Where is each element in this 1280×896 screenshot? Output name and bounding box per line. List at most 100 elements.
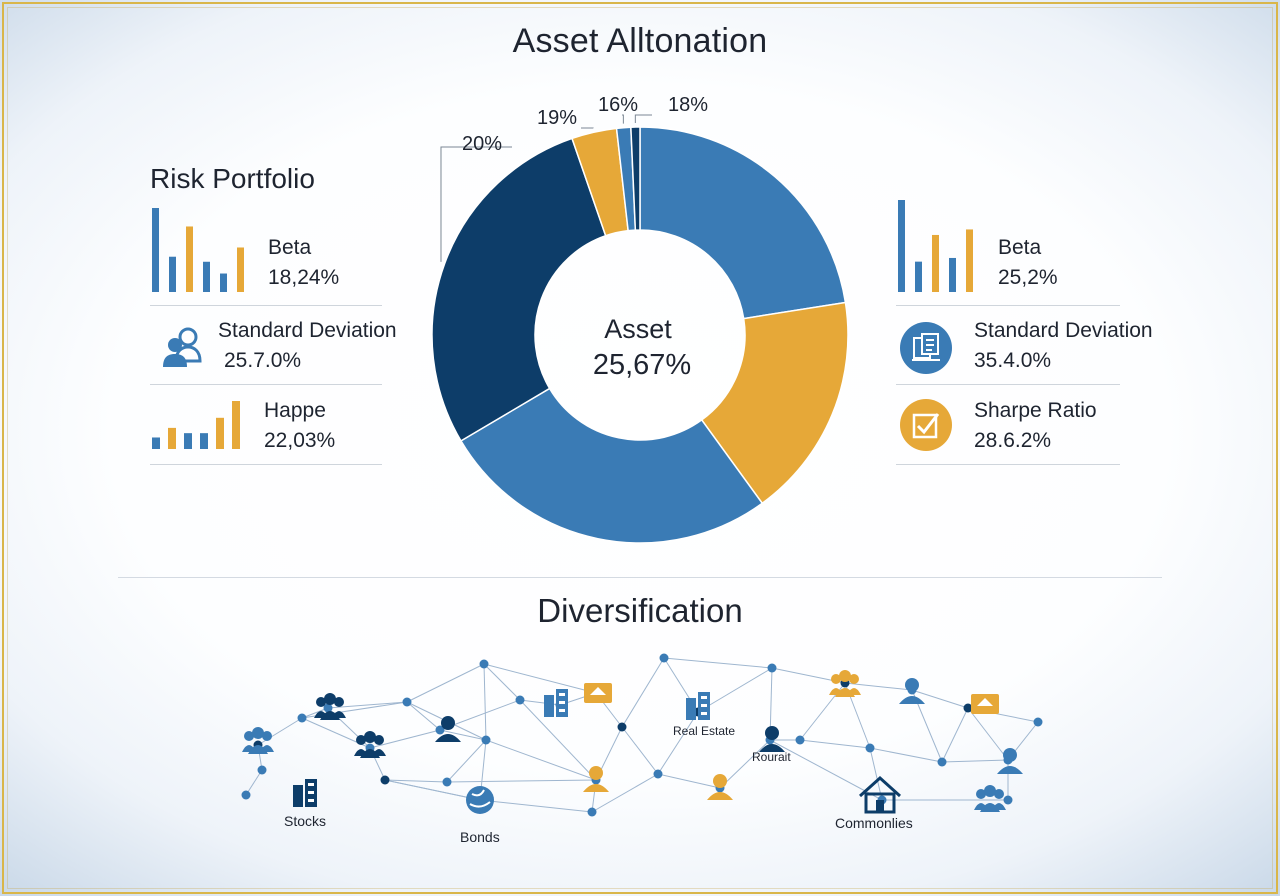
network-link xyxy=(483,663,521,701)
network-node xyxy=(297,713,307,723)
bar-chart-icon xyxy=(898,200,973,292)
network-link xyxy=(869,747,883,801)
mini-bar xyxy=(232,401,240,449)
slice-label-4: 20% xyxy=(462,133,502,155)
network-link xyxy=(446,739,487,783)
network-link xyxy=(869,747,943,763)
network-node xyxy=(402,697,412,707)
person-icon xyxy=(759,726,785,752)
mini-bar xyxy=(949,257,956,292)
network-link xyxy=(446,779,597,783)
people-icon xyxy=(974,785,1006,812)
rourait-label: Rourait xyxy=(752,750,791,764)
rising-bars-icon xyxy=(152,401,240,449)
box-icon xyxy=(971,694,999,714)
mini-bar xyxy=(200,433,208,449)
network-node xyxy=(1003,795,1013,805)
network-link xyxy=(327,701,408,709)
mini-bar xyxy=(169,256,176,292)
network-node xyxy=(653,769,663,779)
right-metric-sharpe-ratio: Sharpe Ratio 28.6.2% xyxy=(896,385,1120,465)
mini-bar xyxy=(220,273,227,292)
mini-bar xyxy=(966,229,973,292)
network-link xyxy=(719,739,771,789)
person-icon xyxy=(707,774,733,800)
metric-label: Standard Deviation xyxy=(218,319,397,342)
slice-label-1: 18% xyxy=(668,94,708,116)
network-link xyxy=(406,663,485,703)
metric-label: Happe xyxy=(264,399,326,422)
mini-bar xyxy=(898,200,905,292)
commodities-label: Commonlies xyxy=(835,815,913,831)
metric-label: Sharpe Ratio xyxy=(974,399,1097,422)
network-link xyxy=(257,717,303,746)
network-node xyxy=(795,735,805,745)
network-node xyxy=(963,703,973,713)
divider xyxy=(896,305,1120,306)
donut-center-label: Asset xyxy=(604,314,672,344)
divider xyxy=(150,384,382,385)
mini-bar xyxy=(915,261,922,292)
chart-title: Asset Alltonation xyxy=(512,22,768,60)
network-node xyxy=(587,807,597,817)
network-node xyxy=(1033,717,1043,727)
network-node xyxy=(435,725,445,735)
real-estate-label: Real Estate xyxy=(673,724,736,738)
divider xyxy=(150,305,382,306)
divider xyxy=(896,384,1120,385)
mini-bar xyxy=(184,433,192,449)
network-link xyxy=(483,663,597,694)
slice-label-3: 19% xyxy=(537,107,577,129)
network-link xyxy=(621,657,665,728)
person-icon xyxy=(583,766,609,792)
people-icon xyxy=(354,731,386,758)
network-node xyxy=(479,659,489,669)
donut-center-value: 25,67% xyxy=(593,349,691,381)
section-divider xyxy=(118,577,1162,578)
metric-label: Beta xyxy=(268,236,312,259)
metric-value: 35.4.0% xyxy=(974,349,1052,372)
network-link xyxy=(799,739,871,749)
network-node xyxy=(257,765,267,775)
mini-bar xyxy=(152,437,160,449)
commodities-house-icon xyxy=(858,775,902,814)
network-link xyxy=(663,657,773,669)
network-link xyxy=(483,663,487,741)
slice-label-2: 16% xyxy=(598,94,638,116)
mini-bar xyxy=(152,208,159,292)
right-metric-beta: Beta 25,2% xyxy=(896,200,1120,306)
left-metric-happe: Happe 22,03% xyxy=(150,385,382,465)
network-link xyxy=(911,689,969,709)
people-icon xyxy=(242,727,274,754)
building-icon xyxy=(544,689,568,717)
people-icon xyxy=(829,670,861,697)
bonds-globe-icon xyxy=(466,786,494,814)
people-icon xyxy=(163,327,202,367)
mini-bar xyxy=(186,226,193,292)
donut-slice-4 xyxy=(431,137,607,442)
network-node xyxy=(767,663,777,673)
document-icon xyxy=(900,322,952,374)
donut-slice-7 xyxy=(630,126,641,231)
metric-value: 28.6.2% xyxy=(974,429,1052,452)
money-box-icon xyxy=(584,683,612,703)
network-link xyxy=(697,667,773,713)
donut-slice-3 xyxy=(459,387,764,544)
network-node xyxy=(617,722,627,732)
mini-bar xyxy=(168,427,176,449)
network-node xyxy=(659,653,669,663)
network-link xyxy=(369,729,441,749)
metric-label: Standard Deviation xyxy=(974,319,1153,342)
network-link xyxy=(657,711,699,775)
mini-bar xyxy=(203,261,210,292)
network-node xyxy=(241,790,251,800)
network-link xyxy=(439,729,487,741)
network-link xyxy=(384,779,448,783)
network-node xyxy=(865,743,875,753)
network-node xyxy=(442,777,452,787)
metric-value: 18,24% xyxy=(268,266,340,289)
network-node xyxy=(380,775,390,785)
bar-chart-icon xyxy=(152,208,244,292)
network-node xyxy=(937,757,947,767)
network-link xyxy=(245,769,263,796)
